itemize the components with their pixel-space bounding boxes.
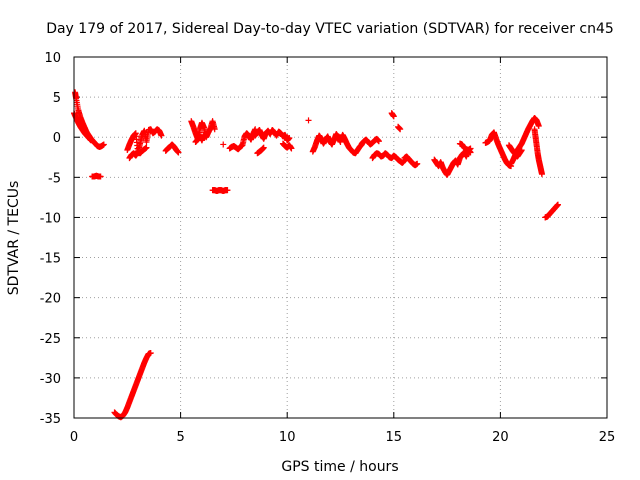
data-point xyxy=(538,171,545,178)
data-markers xyxy=(71,89,561,421)
data-point xyxy=(201,131,208,138)
data-point xyxy=(88,137,95,144)
data-point xyxy=(375,138,382,145)
data-point xyxy=(211,126,218,133)
plot-frame xyxy=(73,56,608,419)
data-point xyxy=(97,173,104,180)
y-tick-label: -35 xyxy=(40,412,61,427)
chart-title: Day 179 of 2017, Sidereal Day-to-day VTE… xyxy=(46,21,614,37)
x-axis-label: GPS time / hours xyxy=(281,459,398,475)
y-axis-label: SDTVAR / TECUs xyxy=(6,181,22,296)
y-tick-label: -15 xyxy=(40,252,61,267)
x-tick-labels: 0 5 10 15 20 25 xyxy=(70,430,615,445)
data-point xyxy=(158,132,165,139)
data-point xyxy=(535,122,542,129)
data-point xyxy=(305,117,312,124)
y-tick-label: -5 xyxy=(48,171,61,186)
y-tick-label: -10 xyxy=(40,211,61,226)
x-tick-label: 10 xyxy=(279,430,296,445)
data-point xyxy=(414,160,421,167)
data-point xyxy=(286,135,293,142)
data-point xyxy=(220,141,227,148)
data-point xyxy=(397,126,404,133)
x-tick-label: 5 xyxy=(176,430,184,445)
data-point xyxy=(143,144,150,151)
data-point xyxy=(288,145,295,152)
data-point xyxy=(554,201,561,208)
y-tick-label: 10 xyxy=(44,51,61,66)
data-point xyxy=(518,147,525,154)
x-tick-label: 20 xyxy=(492,430,509,445)
y-tick-label: -25 xyxy=(40,332,61,347)
data-point xyxy=(175,149,182,156)
data-point xyxy=(100,141,107,148)
data-point xyxy=(390,113,397,120)
y-tick-label: 0 xyxy=(53,131,61,146)
data-point xyxy=(224,187,231,194)
y-tick-labels: 10 5 0 -5 -10 -15 -20 -25 -30 -35 xyxy=(40,51,61,427)
x-tick-label: 0 xyxy=(70,430,78,445)
y-tick-label: -20 xyxy=(40,292,61,307)
x-tick-label: 25 xyxy=(599,430,616,445)
y-tick-label: -30 xyxy=(40,372,61,387)
data-point xyxy=(147,350,154,357)
data-point xyxy=(260,144,267,151)
x-tick-label: 15 xyxy=(386,430,403,445)
data-point xyxy=(467,145,474,152)
y-tick-label: 5 xyxy=(53,91,61,106)
